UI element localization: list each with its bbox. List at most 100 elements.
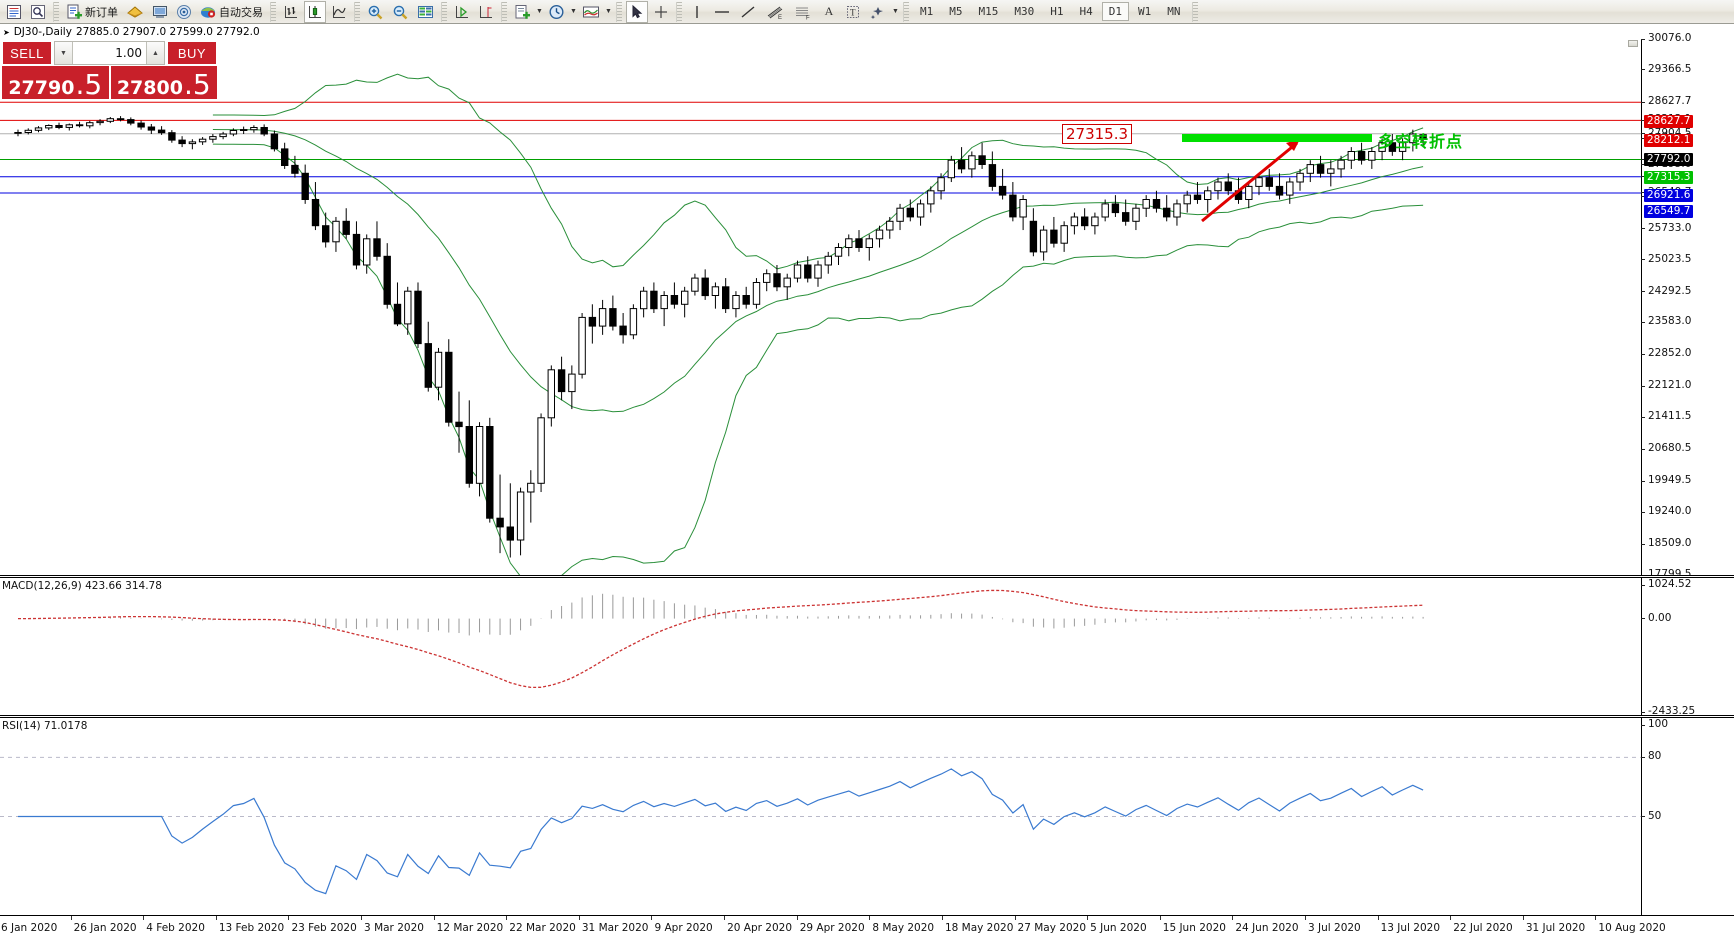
price-tick: 28627.7	[1641, 95, 1734, 107]
rsi-tick: 100	[1641, 718, 1734, 730]
scrollbar-nub[interactable]	[1628, 40, 1638, 47]
price-level-label[interactable]: 27792.0	[1644, 153, 1694, 166]
price-level-label[interactable]: 26921.6	[1644, 189, 1694, 202]
macd-tick-label: -2433.25	[1648, 705, 1696, 717]
rsi-label: RSI(14) 71.0178	[2, 720, 88, 732]
price-annotation-box[interactable]: 27315.3	[1062, 124, 1133, 144]
sell-button[interactable]: SELL	[2, 41, 52, 65]
equidistant-channel-icon[interactable]: E	[762, 1, 788, 23]
zoom-out-icon[interactable]	[389, 1, 412, 23]
trendline-icon[interactable]	[736, 1, 760, 23]
price-tick: 20680.5	[1641, 442, 1734, 454]
price-tick: 21411.5	[1641, 410, 1734, 422]
trend-arrow	[1201, 139, 1300, 223]
price-tick-label: 18509.0	[1648, 537, 1692, 550]
pane-divider-1[interactable]	[0, 575, 1734, 578]
price-axis[interactable]: 30076.029366.528627.728212.127904.527792…	[1641, 32, 1734, 580]
macd-pane[interactable]: MACD(12,26,9) 423.66 314.78 1024.52 0.00 -…	[0, 578, 1734, 717]
rsi-pane[interactable]: RSI(14) 71.0178 100 80 50	[0, 718, 1734, 915]
expert-advisors-icon[interactable]	[123, 1, 147, 23]
price-tick-label: 29366.5	[1648, 62, 1692, 75]
price-level-label[interactable]: 26549.7	[1644, 205, 1694, 218]
cursor-icon[interactable]	[626, 0, 648, 23]
new-order-button[interactable]: 新订单	[63, 1, 121, 23]
timeframe-mn[interactable]: MN	[1167, 5, 1181, 18]
volume-decrement-button[interactable]: ▼	[55, 42, 73, 64]
shapes-icon[interactable]	[866, 1, 890, 23]
buy-price-display[interactable]: 27800 .5	[110, 66, 217, 102]
timeframe-h4[interactable]: H4	[1079, 5, 1093, 18]
shapes-dropdown-arrow[interactable]: ▼	[892, 8, 899, 15]
signals-icon[interactable]	[173, 1, 195, 23]
price-tick-label: 25733.0	[1648, 221, 1692, 234]
data-window-icon[interactable]	[27, 1, 49, 23]
line-chart-icon[interactable]	[328, 1, 350, 23]
terminal-icon[interactable]	[149, 1, 171, 23]
price-tick: 25733.0	[1641, 222, 1734, 234]
sell-price-display[interactable]: 27790 .5	[2, 66, 109, 99]
date-tick-label: 26 Jan 2020	[73, 922, 137, 934]
timeframe-m1[interactable]: M1	[920, 5, 934, 18]
volume-stepper[interactable]: ▼ 1.00 ▲	[54, 41, 165, 65]
volume-increment-button[interactable]: ▲	[146, 42, 164, 64]
macd-plot-area[interactable]	[0, 578, 1641, 715]
macd-axis[interactable]: 1024.52 0.00 -2433.25	[1641, 578, 1734, 717]
auto-scroll-icon[interactable]	[451, 1, 473, 23]
price-pane[interactable]: 30076.029366.528627.728212.127904.527792…	[0, 32, 1734, 580]
rsi-tick-label: 50	[1648, 809, 1662, 822]
svg-text:F: F	[806, 15, 810, 20]
chart-symbol-label: DJ30-,Daily	[13, 26, 72, 38]
period-separators-icon[interactable]	[545, 1, 568, 23]
fibonacci-icon[interactable]: F	[790, 1, 816, 23]
date-tick-label: 29 Apr 2020	[799, 922, 865, 934]
vertical-line-icon[interactable]	[686, 1, 708, 23]
one-click-trading-panel[interactable]: SELL ▼ 1.00 ▲ BUY 27790 .5 27800 .5	[2, 41, 217, 102]
date-axis[interactable]: 6 Jan 2020 26 Jan 2020 4 Feb 2020 13 Feb 20…	[0, 915, 1734, 944]
templates-dropdown-arrow[interactable]: ▼	[536, 8, 543, 15]
text-icon[interactable]: A	[824, 4, 834, 18]
period-dropdown-arrow[interactable]: ▼	[570, 8, 577, 15]
new-order-label: 新订单	[85, 5, 118, 19]
timeframe-h1[interactable]: H1	[1050, 5, 1064, 18]
timeframe-w1[interactable]: W1	[1138, 5, 1152, 18]
timeframe-d1[interactable]: D1	[1101, 2, 1129, 21]
text-label-icon[interactable]: T	[842, 1, 864, 23]
date-tick-label: 22 Jul 2020	[1453, 922, 1513, 934]
rsi-axis[interactable]: 100 80 50	[1641, 718, 1734, 915]
price-tick-label: 20680.5	[1648, 442, 1692, 455]
price-plot-area[interactable]	[0, 39, 1641, 575]
rsi-plot-area[interactable]	[0, 718, 1641, 915]
crosshair-icon[interactable]	[650, 1, 672, 23]
templates-icon[interactable]	[511, 1, 534, 23]
horizontal-line-icon[interactable]	[710, 1, 734, 23]
timeframe-m15[interactable]: M15	[978, 5, 999, 18]
indicators-dropdown-arrow[interactable]: ▼	[605, 8, 612, 15]
zoom-in-icon[interactable]	[364, 1, 387, 23]
grid-icon[interactable]	[414, 1, 437, 23]
oct-controls-row: SELL ▼ 1.00 ▲ BUY	[2, 41, 217, 65]
price-tick: 18509.0	[1641, 537, 1734, 549]
chart-collapse-icon[interactable]: ➤	[3, 27, 10, 37]
auto-trading-button[interactable]: 自动交易	[197, 1, 266, 23]
price-tick: 19240.0	[1641, 505, 1734, 517]
market-watch-icon[interactable]	[3, 1, 25, 23]
buy-price-decimal: .5	[183, 68, 211, 102]
buy-button[interactable]: BUY	[167, 41, 217, 65]
bar-chart-icon[interactable]	[280, 1, 302, 23]
chart-shift-icon[interactable]	[475, 1, 497, 23]
sell-price-decimal: .5	[75, 68, 103, 102]
volume-value[interactable]: 1.00	[115, 46, 142, 60]
price-tick: 22121.0	[1641, 379, 1734, 391]
support-zone-highlight[interactable]	[1182, 134, 1372, 142]
pane-divider-2[interactable]	[0, 715, 1734, 718]
date-tick-label: 31 Mar 2020	[581, 922, 649, 934]
price-level-label[interactable]: 28627.7	[1644, 115, 1694, 128]
candlestick-chart-icon[interactable]	[304, 0, 326, 23]
timeframe-m5[interactable]: M5	[949, 5, 963, 18]
timeframe-m30[interactable]: M30	[1014, 5, 1035, 18]
indicators-icon[interactable]	[579, 1, 603, 23]
price-level-label[interactable]: 27315.3	[1644, 171, 1694, 184]
price-level-label[interactable]: 28212.1	[1644, 134, 1694, 147]
macd-label: MACD(12,26,9) 423.66 314.78	[2, 580, 162, 592]
